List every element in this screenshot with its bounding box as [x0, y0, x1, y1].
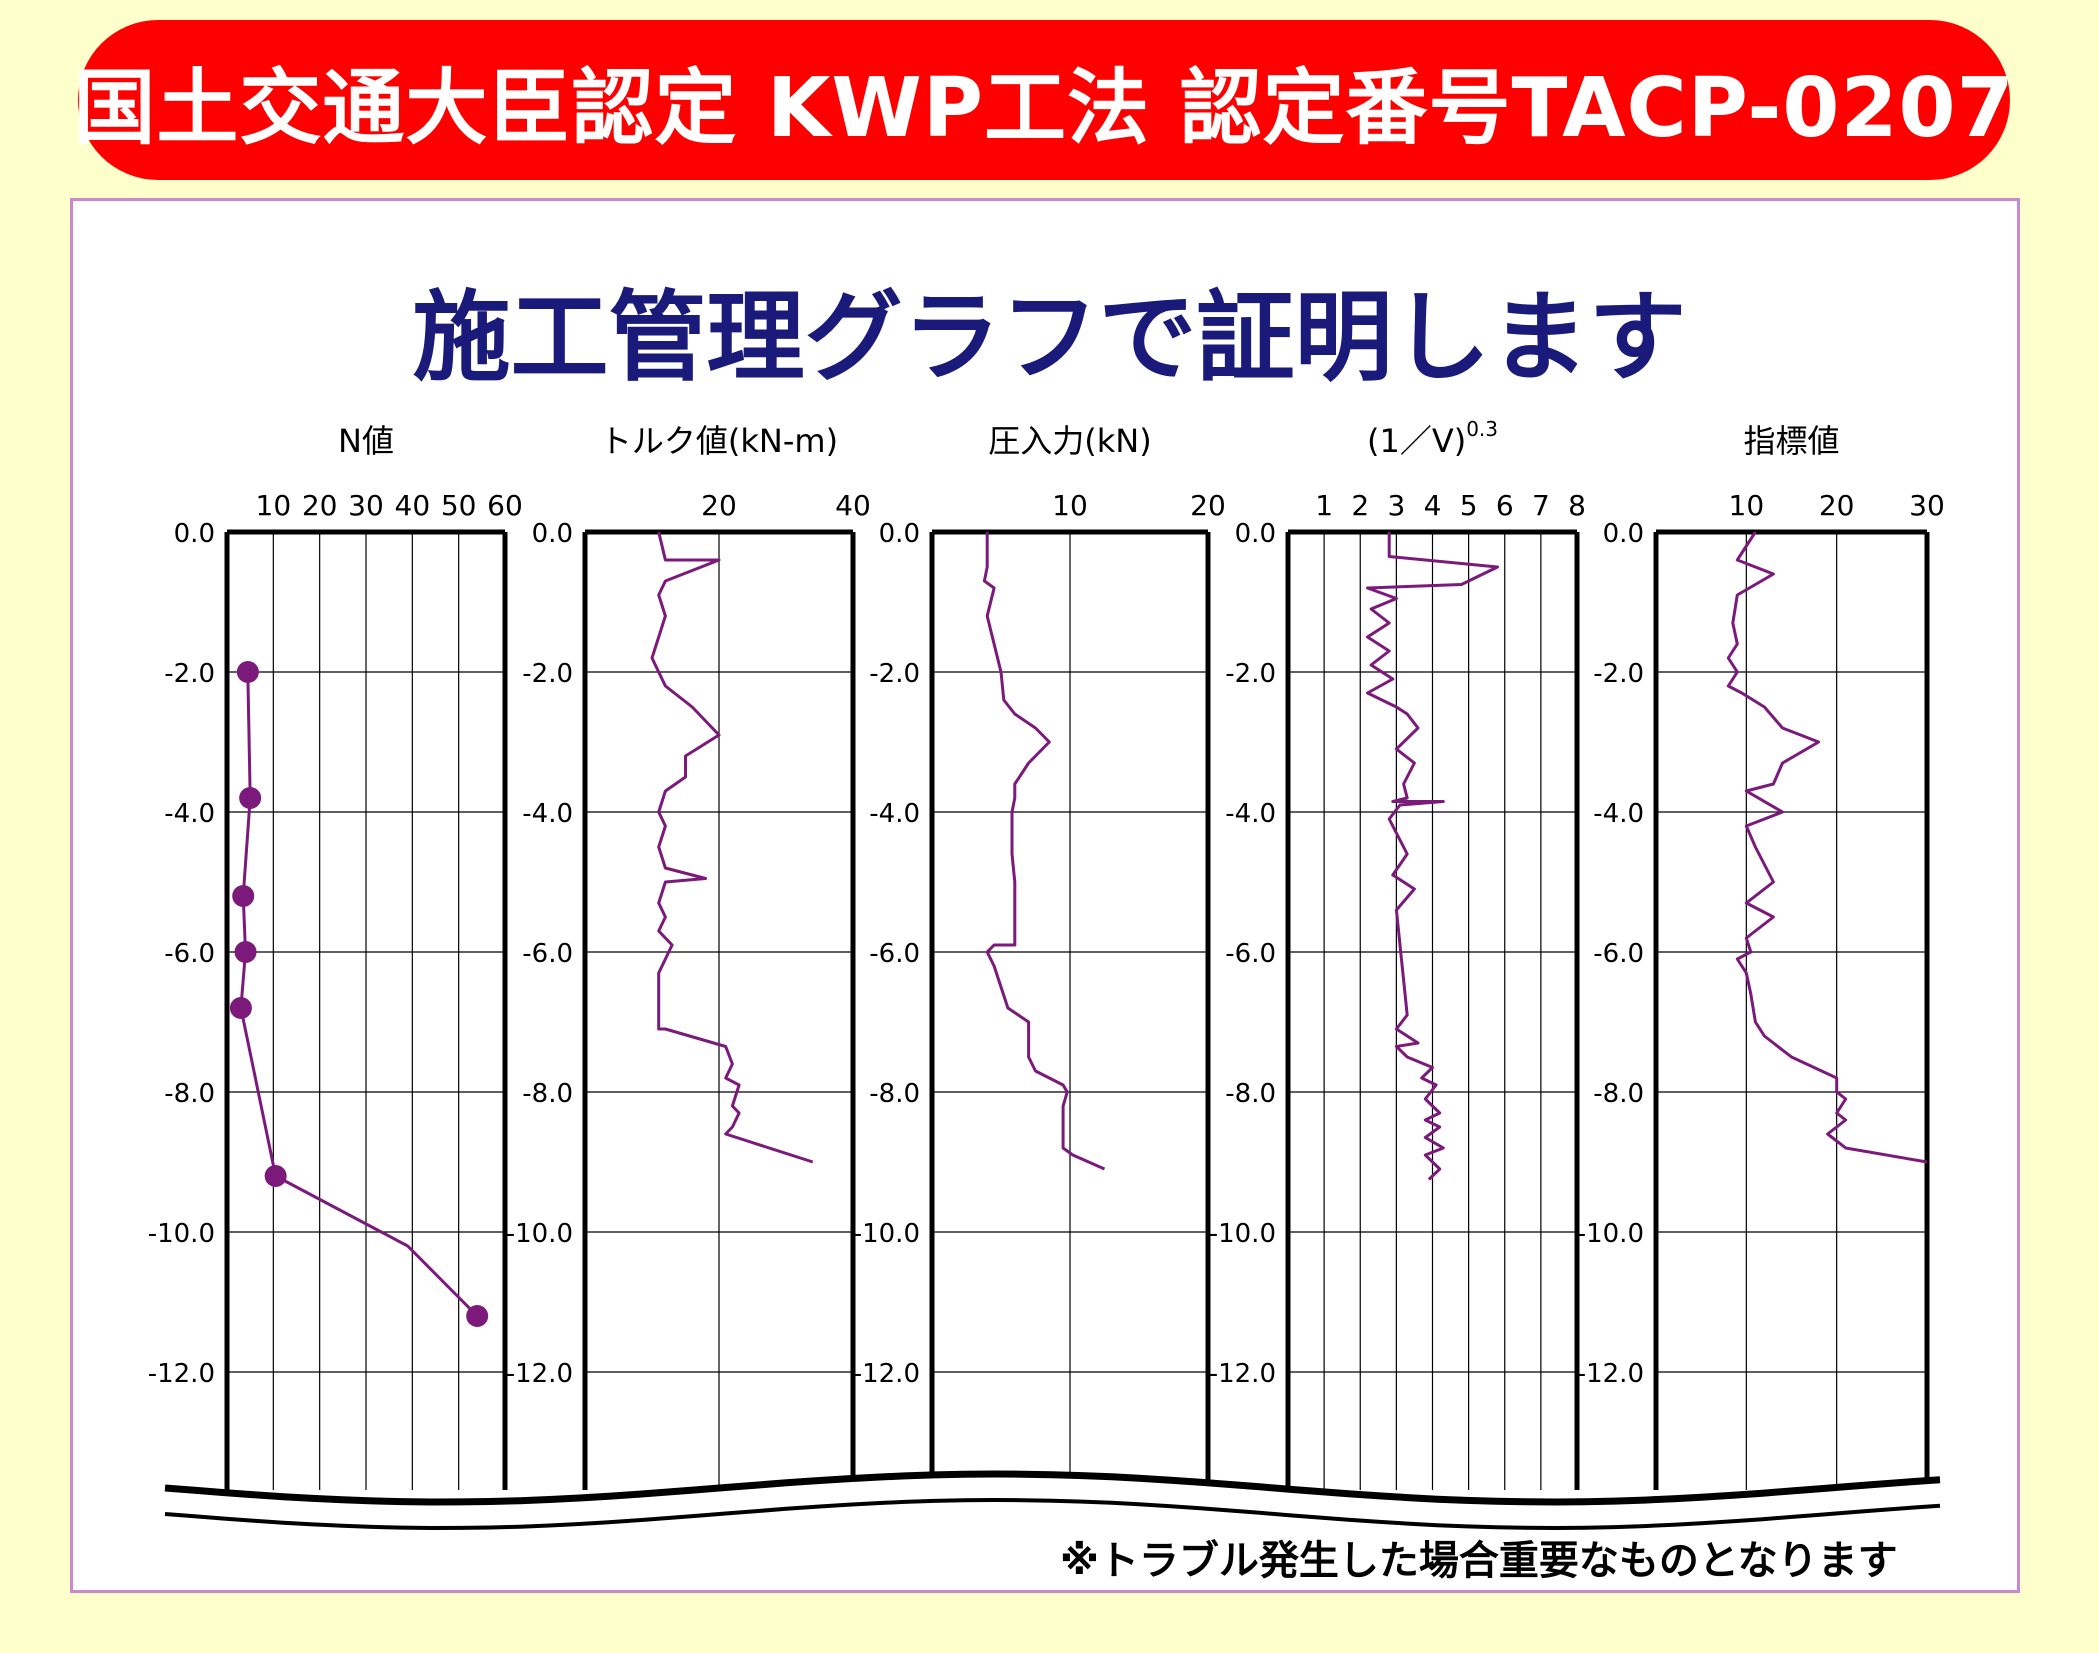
y-tick-label: -8.0: [164, 1079, 215, 1109]
y-tick-label: -10.0: [1209, 1219, 1276, 1249]
y-tick-label: -4.0: [869, 799, 920, 829]
y-tick-label: -12.0: [1577, 1359, 1644, 1389]
x-tick-label: 30: [348, 489, 384, 522]
y-tick-label: -8.0: [1225, 1079, 1276, 1109]
y-tick-label: 0.0: [532, 519, 573, 549]
data-point: [239, 787, 262, 809]
y-tick-label: -4.0: [164, 799, 215, 829]
y-tick-label: -12.0: [1209, 1359, 1276, 1389]
banner-title: 国土交通大臣認定 KWP工法 認定番号TACP-0207: [73, 60, 2015, 156]
chart-panel: [70, 198, 2020, 1593]
data-point: [236, 661, 259, 683]
x-tick-label: 5: [1460, 489, 1478, 522]
y-tick-label: -8.0: [522, 1079, 573, 1109]
y-tick-label: -2.0: [1593, 659, 1644, 689]
subtitle: 施工管理グラフで証明します: [412, 280, 1687, 395]
y-tick-label: -12.0: [506, 1359, 573, 1389]
y-tick-label: 0.0: [174, 519, 215, 549]
x-tick-label: 30: [1909, 489, 1945, 522]
x-tick-label: 20: [701, 489, 737, 522]
y-tick-label: -2.0: [869, 659, 920, 689]
y-tick-label: -6.0: [1593, 939, 1644, 969]
chart-title: 指標値: [1743, 422, 1839, 460]
y-tick-label: 0.0: [1235, 519, 1276, 549]
y-tick-label: -8.0: [1593, 1079, 1644, 1109]
chart-5: 指標値 10 20 30 0.0 -2.0 -4.0 -6.0 -8.0 -10.0 -12.0: [1577, 422, 1945, 1490]
y-tick-label: -6.0: [869, 939, 920, 969]
x-tick-label: 20: [302, 489, 338, 522]
break-band: [165, 1474, 1940, 1528]
chart-title: 圧入力(kN): [988, 422, 1151, 460]
series-line: [650, 531, 814, 1164]
y-tick-label: -8.0: [869, 1079, 920, 1109]
data-point: [229, 997, 252, 1019]
data-point: [466, 1305, 489, 1327]
x-tick-label: 60: [487, 489, 523, 522]
x-tick-label: 20: [1819, 489, 1855, 522]
chart-1: N値 10 20 30 40 50 60 0.0 -2.0 -4.0 -6.0 -8.0 -10.0 -1…: [148, 422, 523, 1490]
y-tick-label: -12.0: [148, 1359, 215, 1389]
y-tick-label: -4.0: [522, 799, 573, 829]
chart-2: トルク値(kN-m) 20 40 0.0 -2.0 -4.0 -6.0 -8.0 -10.0 -1…: [506, 422, 871, 1490]
x-tick-label: 8: [1568, 489, 1586, 522]
y-tick-label: -6.0: [1225, 939, 1276, 969]
series-line: [982, 532, 1106, 1171]
series-line: [1366, 532, 1499, 1181]
data-point: [234, 941, 257, 963]
x-tick-label: 10: [1052, 489, 1088, 522]
x-tick-label: 2: [1351, 489, 1369, 522]
y-tick-label: 0.0: [1603, 519, 1644, 549]
y-tick-label: -10.0: [148, 1219, 215, 1249]
chart-4: (1／V)0.3 1 2 3 4 5 6 7 8 0.0 -2.0 -4.0 -6.0 -8.0 -10.0…: [1209, 417, 1586, 1490]
x-tick-label: 6: [1496, 489, 1514, 522]
data-point: [264, 1165, 287, 1187]
y-tick-label: -2.0: [522, 659, 573, 689]
y-tick-label: -12.0: [853, 1359, 920, 1389]
y-tick-label: -6.0: [164, 939, 215, 969]
y-tick-label: -2.0: [1225, 659, 1276, 689]
x-tick-label: 40: [395, 489, 431, 522]
y-tick-label: -4.0: [1593, 799, 1644, 829]
x-tick-label: 40: [835, 489, 871, 522]
x-tick-label: 50: [441, 489, 477, 522]
series-line: [239, 671, 479, 1318]
chart-title: トルク値(kN-m): [600, 422, 838, 460]
chart-3: 圧入力(kN) 10 20 0.0 -2.0 -4.0 -6.0 -8.0 -10.0 -12.0: [853, 422, 1226, 1490]
data-point: [232, 885, 255, 907]
title-banner: 国土交通大臣認定 KWP工法 認定番号TACP-0207: [73, 20, 2014, 180]
chart-title: (1／V)0.3: [1367, 417, 1498, 460]
y-tick-label: -6.0: [522, 939, 573, 969]
break-line-bottom: [164, 1497, 1941, 1531]
x-tick-label: 1: [1315, 489, 1333, 522]
y-tick-label: -2.0: [164, 659, 215, 689]
x-tick-label: 3: [1387, 489, 1405, 522]
chart-title: N値: [338, 422, 394, 460]
chart-title-superscript: 0.3: [1466, 417, 1498, 441]
x-tick-label: 7: [1532, 489, 1550, 522]
y-tick-label: -10.0: [506, 1219, 573, 1249]
series-line: [1726, 531, 1928, 1164]
break-line-top: [164, 1470, 1941, 1506]
y-tick-label: -4.0: [1225, 799, 1276, 829]
footnote: ※トラブル発生した場合重要なものとなります: [1060, 1538, 1898, 1584]
x-tick-label: 4: [1424, 489, 1442, 522]
x-tick-label: 20: [1190, 489, 1226, 522]
x-tick-label: 10: [1729, 489, 1765, 522]
y-tick-label: -10.0: [853, 1219, 920, 1249]
y-tick-label: -10.0: [1577, 1219, 1644, 1249]
y-tick-label: 0.0: [879, 519, 920, 549]
x-tick-label: 10: [256, 489, 292, 522]
